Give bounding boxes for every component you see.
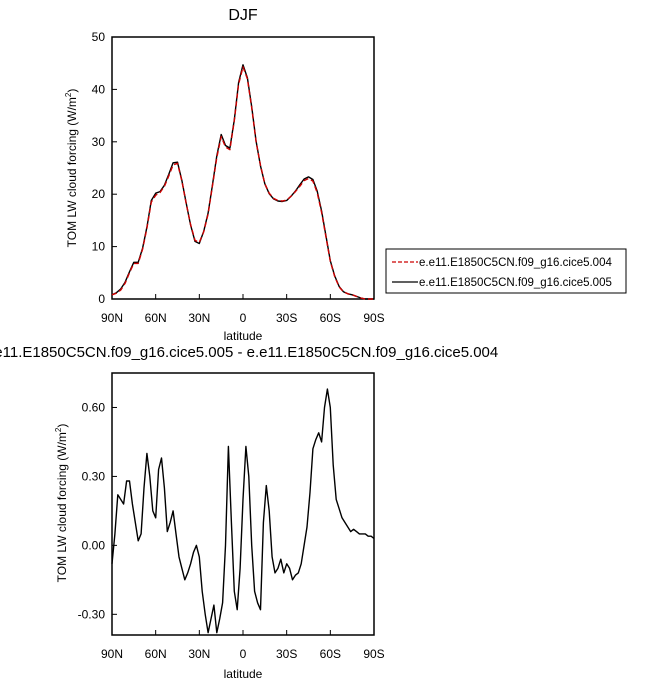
legend-box xyxy=(385,248,627,294)
bottom-series-group xyxy=(111,388,375,634)
bottom-y-tick-label: 0.30 xyxy=(82,469,106,483)
bottom-y-tick-label: 0.00 xyxy=(82,538,106,552)
bottom-x-tick-label: 30N xyxy=(188,647,210,661)
bottom-x-tick-label: 60S xyxy=(320,647,341,661)
bottom-x-ticks: 90N 60N 30N 0 30S 60S 90S xyxy=(101,630,385,661)
top-series-group xyxy=(111,64,374,300)
top-x-tick-label: 60N xyxy=(145,311,167,325)
bottom-chart-title: e.e11.E1850C5CN.f09_g16.cice5.005 - e.e1… xyxy=(0,344,498,361)
top-x-tick-label: 30N xyxy=(188,311,210,325)
bottom-x-axis-label: latitude xyxy=(224,667,263,681)
bottom-x-tick-label: 90N xyxy=(101,647,123,661)
bottom-y-tick-label: 0.60 xyxy=(82,400,106,414)
top-x-tick-label: 0 xyxy=(240,311,247,325)
top-y-axis-label: TOM LW cloud forcing (W/m2) xyxy=(64,89,79,248)
top-series-line xyxy=(111,66,374,300)
bottom-x-tick-label: 30S xyxy=(276,647,297,661)
top-y-tick-label: 40 xyxy=(92,82,106,96)
bottom-x-tick-label: 60N xyxy=(145,647,167,661)
bottom-x-tick-label: 90S xyxy=(363,647,384,661)
top-y-tick-label: 10 xyxy=(92,240,106,254)
top-x-tick-label: 30S xyxy=(276,311,297,325)
top-x-tick-label: 90S xyxy=(363,311,384,325)
bottom-series-line xyxy=(111,388,375,634)
bottom-y-ticks: -0.30 0.00 0.30 0.60 xyxy=(78,400,117,621)
legend: e.e11.E1850C5CN.f09_g16.cice5.004 e.e11.… xyxy=(385,248,627,294)
top-x-axis-label: latitude xyxy=(224,329,263,343)
top-y-ticks: 0 10 20 30 40 50 xyxy=(92,30,117,306)
top-plot-frame xyxy=(111,36,375,300)
top-x-tick-label: 90N xyxy=(101,311,123,325)
panel-top: DJF 0 10 20 30 40 50 90N 60N 30N 0 30S 60S 90S lati… xyxy=(64,7,627,343)
top-y-tick-label: 30 xyxy=(92,135,106,149)
legend-label-004: e.e11.E1850C5CN.f09_g16.cice5.004 xyxy=(419,257,612,269)
top-y-tick-label: 20 xyxy=(92,187,106,201)
top-y-tick-label: 0 xyxy=(98,292,105,306)
top-x-tick-label: 60S xyxy=(320,311,341,325)
top-chart-title: DJF xyxy=(228,7,258,24)
legend-label-005: e.e11.E1850C5CN.f09_g16.cice5.005 xyxy=(419,277,612,289)
bottom-y-axis-label: TOM LW cloud forcing (W/m2) xyxy=(54,424,69,583)
bottom-y-tick-label: -0.30 xyxy=(78,607,106,621)
panel-bottom: e.e11.E1850C5CN.f09_g16.cice5.005 - e.e1… xyxy=(0,344,498,681)
top-series-line xyxy=(111,64,374,300)
bottom-x-tick-label: 0 xyxy=(240,647,247,661)
top-x-ticks: 90N 60N 30N 0 30S 60S 90S xyxy=(101,294,385,325)
top-y-tick-label: 50 xyxy=(92,30,106,44)
